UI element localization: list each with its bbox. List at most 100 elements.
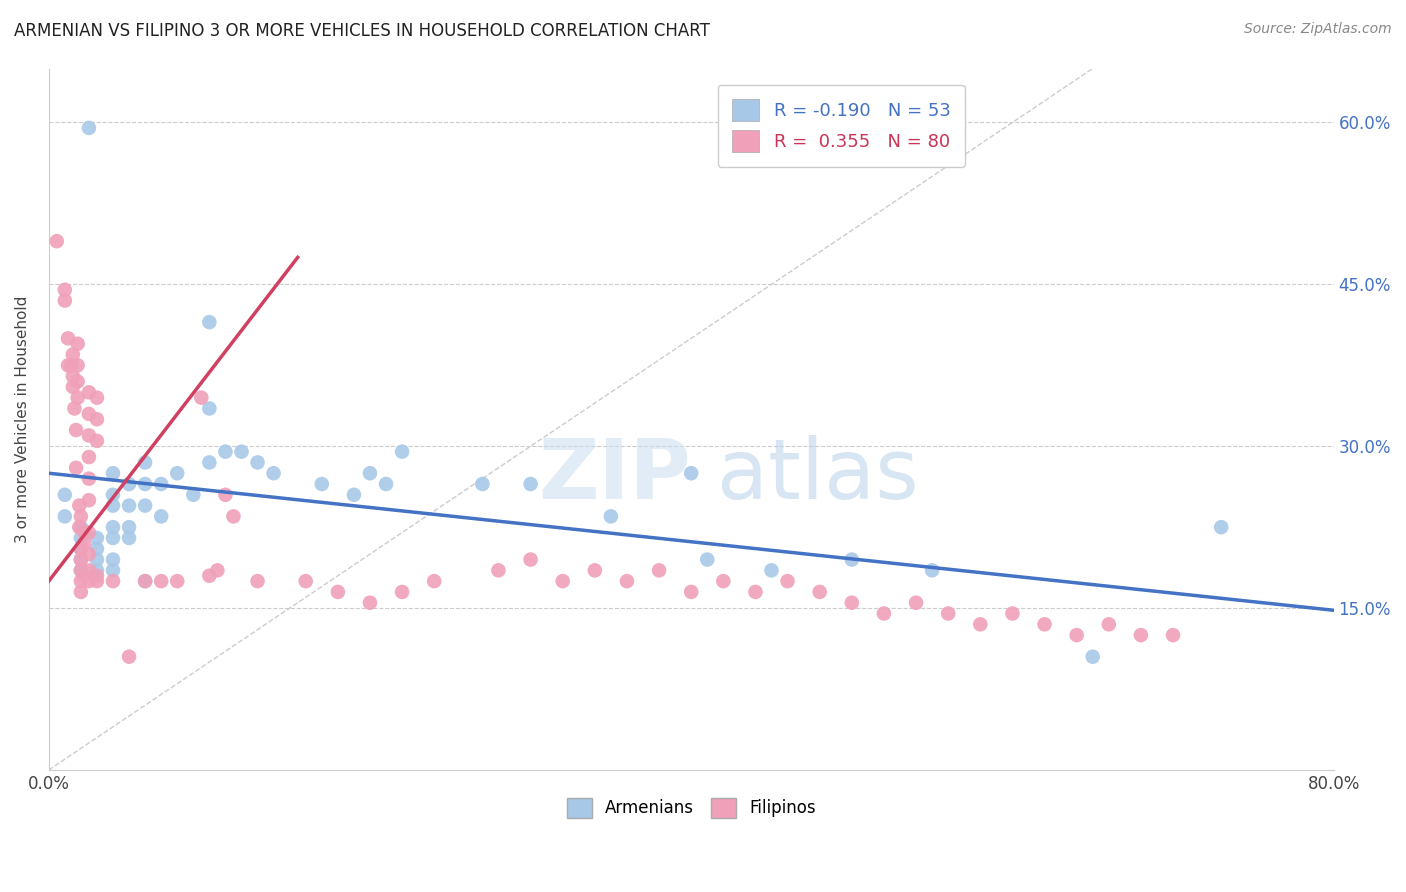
Point xyxy=(101,531,124,545)
Point xyxy=(214,444,236,458)
Point xyxy=(616,574,638,589)
Point xyxy=(86,574,108,589)
Point xyxy=(77,493,100,508)
Point xyxy=(73,536,96,550)
Point xyxy=(1033,617,1056,632)
Point xyxy=(246,455,269,469)
Point xyxy=(62,369,84,384)
Point xyxy=(86,541,108,556)
Point xyxy=(1081,649,1104,664)
Point xyxy=(62,347,84,361)
Point xyxy=(551,574,574,589)
Point xyxy=(776,574,799,589)
Point xyxy=(181,488,204,502)
Point xyxy=(471,477,494,491)
Point xyxy=(101,467,124,481)
Point xyxy=(1161,628,1184,642)
Point xyxy=(65,460,87,475)
Point xyxy=(77,547,100,561)
Text: Source: ZipAtlas.com: Source: ZipAtlas.com xyxy=(1244,22,1392,37)
Point xyxy=(599,509,621,524)
Point xyxy=(359,467,381,481)
Point xyxy=(45,234,67,248)
Point xyxy=(77,472,100,486)
Point xyxy=(231,444,253,458)
Point xyxy=(808,585,831,599)
Point xyxy=(359,596,381,610)
Point xyxy=(583,563,606,577)
Point xyxy=(841,552,863,566)
Point xyxy=(86,552,108,566)
Point xyxy=(70,520,93,534)
Point xyxy=(101,488,124,502)
Point xyxy=(343,488,366,502)
Point xyxy=(198,455,221,469)
Point xyxy=(77,385,100,400)
Point xyxy=(56,331,79,345)
Point xyxy=(70,563,93,577)
Point xyxy=(744,585,766,599)
Point xyxy=(86,434,108,448)
Point xyxy=(86,563,108,577)
Point xyxy=(936,607,959,621)
Point xyxy=(198,401,221,416)
Point xyxy=(150,477,173,491)
Point xyxy=(65,423,87,437)
Point xyxy=(921,563,943,577)
Point xyxy=(391,444,413,458)
Point xyxy=(73,525,96,540)
Point xyxy=(77,525,100,540)
Point xyxy=(391,585,413,599)
Point xyxy=(873,607,896,621)
Point xyxy=(77,428,100,442)
Point xyxy=(101,520,124,534)
Point xyxy=(66,375,89,389)
Point xyxy=(77,450,100,464)
Point xyxy=(66,391,89,405)
Point xyxy=(263,467,285,481)
Point xyxy=(70,541,93,556)
Point xyxy=(198,315,221,329)
Point xyxy=(905,596,928,610)
Point xyxy=(118,649,141,664)
Point xyxy=(166,574,188,589)
Point xyxy=(198,568,221,582)
Point xyxy=(841,596,863,610)
Point xyxy=(101,563,124,577)
Point xyxy=(118,520,141,534)
Point xyxy=(70,552,93,566)
Text: ZIP: ZIP xyxy=(538,435,692,516)
Point xyxy=(222,509,245,524)
Point xyxy=(77,407,100,421)
Point xyxy=(134,574,156,589)
Point xyxy=(70,509,93,524)
Point xyxy=(134,477,156,491)
Text: atlas: atlas xyxy=(717,435,918,516)
Point xyxy=(711,574,734,589)
Legend: Armenians, Filipinos: Armenians, Filipinos xyxy=(560,791,823,825)
Point xyxy=(77,120,100,135)
Point xyxy=(150,574,173,589)
Point xyxy=(150,509,173,524)
Point xyxy=(53,509,76,524)
Point xyxy=(761,563,783,577)
Point xyxy=(86,412,108,426)
Point xyxy=(1129,628,1152,642)
Text: ARMENIAN VS FILIPINO 3 OR MORE VEHICLES IN HOUSEHOLD CORRELATION CHART: ARMENIAN VS FILIPINO 3 OR MORE VEHICLES … xyxy=(14,22,710,40)
Point xyxy=(969,617,991,632)
Point xyxy=(519,552,541,566)
Point xyxy=(70,541,93,556)
Point xyxy=(118,477,141,491)
Point xyxy=(86,531,108,545)
Point xyxy=(101,499,124,513)
Y-axis label: 3 or more Vehicles in Household: 3 or more Vehicles in Household xyxy=(15,295,30,543)
Point xyxy=(53,488,76,502)
Point xyxy=(134,455,156,469)
Point xyxy=(53,283,76,297)
Point xyxy=(70,563,93,577)
Point xyxy=(134,499,156,513)
Point xyxy=(63,401,86,416)
Point xyxy=(326,585,349,599)
Point xyxy=(681,467,703,481)
Point xyxy=(1066,628,1088,642)
